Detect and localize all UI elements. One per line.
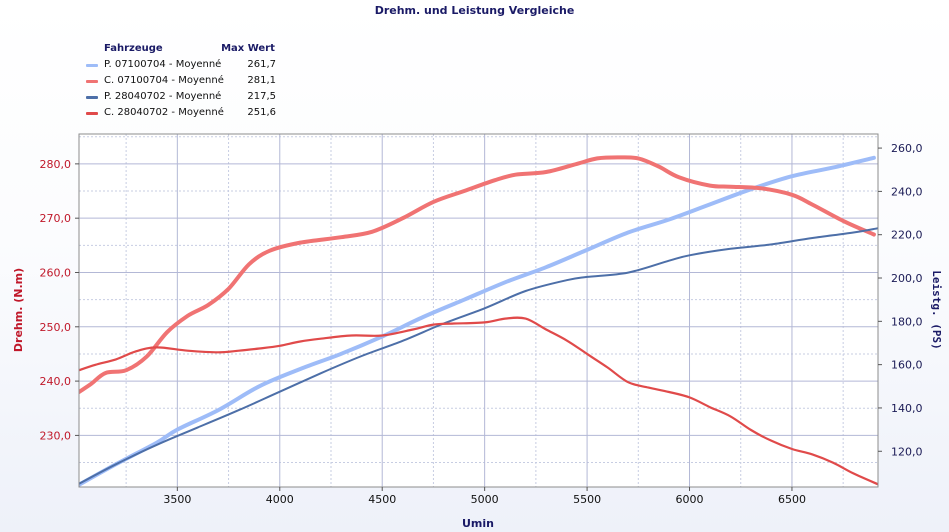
legend-item-name: C. 28040702 - Moyenné xyxy=(104,107,224,118)
series-line-1 xyxy=(79,155,876,487)
y-right-tick-label: 140,0 xyxy=(891,402,923,415)
x-tick-label: 3500 xyxy=(163,493,191,506)
x-tick-label: 5500 xyxy=(573,493,601,506)
series-line-4 xyxy=(79,316,878,486)
y-left-tick-label: 280,0 xyxy=(40,158,72,171)
y-left-tick-label: 240,0 xyxy=(40,375,72,388)
x-tick-label: 4000 xyxy=(266,493,294,506)
y-right-tick-label: 120,0 xyxy=(891,445,923,458)
y-left-axis-label: Drehm. (N.m) xyxy=(12,268,25,352)
y-right-tick-label: 260,0 xyxy=(891,142,923,155)
y-right-axis-label: Leistg. (PS) xyxy=(930,270,943,349)
y-left-tick-label: 230,0 xyxy=(40,429,72,442)
y-left-tick-label: 250,0 xyxy=(40,321,72,334)
y-right-tick-label: 240,0 xyxy=(891,185,923,198)
y-right-tick-label: 180,0 xyxy=(891,315,923,328)
y-right-tick-label: 220,0 xyxy=(891,229,923,242)
legend-item-name: C. 07100704 - Moyenné xyxy=(104,75,224,86)
x-axis-label: Umin xyxy=(462,517,494,530)
legend-item-max: 251,6 xyxy=(247,107,276,118)
legend-swatch xyxy=(86,112,98,115)
y-left-tick-label: 270,0 xyxy=(40,212,72,225)
series-line-2 xyxy=(79,155,876,394)
y-right-tick-label: 160,0 xyxy=(891,359,923,372)
legend-item-max: 261,7 xyxy=(247,59,276,70)
series-layer xyxy=(79,155,878,487)
x-tick-label: 6500 xyxy=(778,493,806,506)
x-tick-label: 5000 xyxy=(471,493,499,506)
legend-swatch xyxy=(86,96,98,99)
x-tick-label: 4500 xyxy=(368,493,396,506)
y-right-tick-label: 200,0 xyxy=(891,272,923,285)
y-left-tick-label: 260,0 xyxy=(40,266,72,279)
legend-item-max: 281,1 xyxy=(247,75,276,86)
legend-swatch xyxy=(86,80,98,83)
legend-item-max: 217,5 xyxy=(247,91,276,102)
legend-header-vehicles: Fahrzeuge xyxy=(104,43,163,54)
series-line-3 xyxy=(79,227,878,485)
chart-title: Drehm. und Leistung Vergleiche xyxy=(374,4,575,17)
legend-item-name: P. 28040702 - Moyenné xyxy=(104,91,222,102)
legend-header-max: Max Wert xyxy=(221,43,275,54)
tick-layer: 3500 4000 4500 5000 5500 6000 6500 230,0 240,0 25… xyxy=(40,142,923,506)
x-tick-label: 6000 xyxy=(676,493,704,506)
legend-swatch xyxy=(86,64,98,67)
legend-item-name: P. 07100704 - Moyenné xyxy=(104,59,222,70)
plot-frame xyxy=(78,133,879,488)
